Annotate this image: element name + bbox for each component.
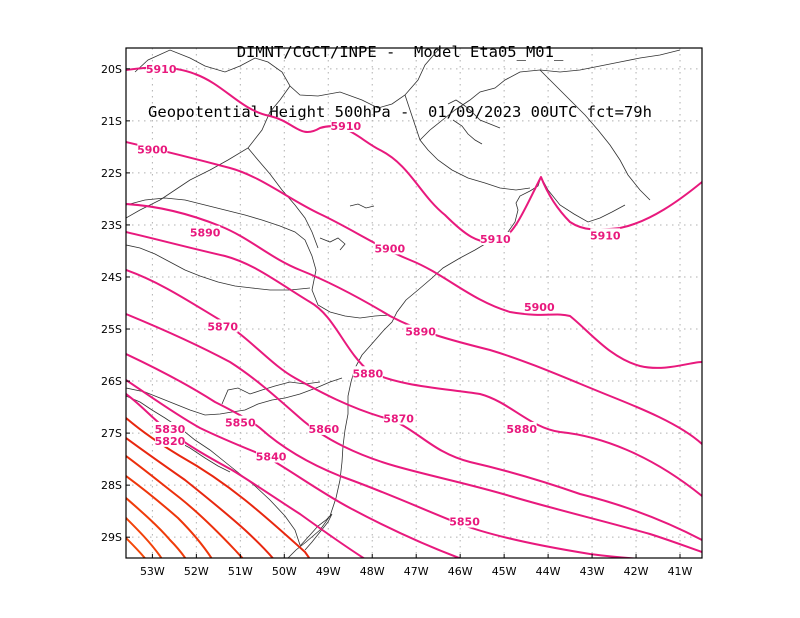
contour-labels: 5910 5910 5910 5910 5900 5900 5900 5890 5890 5880… <box>137 61 621 529</box>
contour-label-bg <box>480 231 511 245</box>
contour-label-bg <box>146 61 177 75</box>
contour-label-5850b: 5850 <box>449 516 480 529</box>
contour-label-bg <box>154 421 185 435</box>
contour-label-5910d: 5910 <box>590 229 621 242</box>
contour-5830 <box>126 393 366 558</box>
contour-label-bg <box>405 324 436 338</box>
lon-label: 51W <box>228 565 253 578</box>
lon-label: 53W <box>140 565 165 578</box>
lon-label: 50W <box>272 565 297 578</box>
lat-label: 20S <box>101 63 122 76</box>
contour-label-5910a: 5910 <box>146 63 177 76</box>
contour-label-5880b: 5880 <box>506 423 537 436</box>
contour-label-5850a: 5850 <box>225 417 256 430</box>
contour-5790 <box>126 475 213 558</box>
contour-lines <box>126 66 702 558</box>
contour-label-5870a: 5870 <box>207 320 238 333</box>
grid-lines <box>126 48 702 558</box>
lon-label: 52W <box>184 565 209 578</box>
contour-label-bg <box>506 421 537 435</box>
title-line-2: Geopotential Height 500hPa - 01/09/2023 … <box>148 103 652 121</box>
contour-label-5820: 5820 <box>155 435 186 448</box>
coastline-borders <box>126 49 681 558</box>
contour-label-bg <box>352 366 383 380</box>
lon-label: 42W <box>624 565 649 578</box>
contour-label-5910b: 5910 <box>331 120 362 133</box>
lon-label: 47W <box>404 565 429 578</box>
contour-label-5900a: 5900 <box>375 242 406 255</box>
contour-label-bg <box>330 119 361 133</box>
contour-label-5880a: 5880 <box>353 367 384 380</box>
contour-label-bg <box>374 241 405 255</box>
contour-label-bg <box>207 319 238 333</box>
lat-label: 29S <box>101 531 122 544</box>
contour-5760 <box>126 537 147 558</box>
contour-label-bg <box>225 415 256 429</box>
lat-label: 27S <box>101 427 122 440</box>
contour-label-5890a: 5890 <box>190 227 221 240</box>
contour-label-5910c: 5910 <box>480 233 511 246</box>
lon-label: 49W <box>316 565 341 578</box>
lat-label: 21S <box>101 115 122 128</box>
contour-5770 <box>126 517 163 558</box>
contour-label-bg <box>154 433 185 447</box>
contour-label-bg <box>449 514 480 528</box>
latitude-axis: 20S 21S 22S 23S 24S 25S 26S 27S 28S 29S <box>101 63 130 544</box>
contour-label-bg <box>256 449 287 463</box>
contour-5870 <box>126 269 702 541</box>
contour-label-5870b: 5870 <box>383 413 414 426</box>
contour-label-bg <box>308 421 339 435</box>
contour-label-5900b: 5900 <box>524 301 555 314</box>
lat-label: 23S <box>101 219 122 232</box>
lat-label: 24S <box>101 271 122 284</box>
contour-5800 <box>126 455 244 558</box>
contour-label-5890b: 5890 <box>405 326 436 339</box>
contour-label-5840: 5840 <box>256 451 287 464</box>
contour-label-bg <box>590 228 621 242</box>
contour-5910 <box>126 66 702 244</box>
contour-label-bg <box>190 225 221 239</box>
contour-label-5900e: 5900 <box>137 143 168 156</box>
contour-label-bg <box>383 411 414 425</box>
lon-label: 44W <box>536 565 561 578</box>
contour-label-bg <box>524 300 555 314</box>
lat-label: 28S <box>101 479 122 492</box>
contour-label-5860: 5860 <box>309 423 340 436</box>
lon-label: 48W <box>360 565 385 578</box>
lat-label: 22S <box>101 167 122 180</box>
lon-label: 43W <box>580 565 605 578</box>
contour-5860 <box>126 313 702 553</box>
contour-5850 <box>126 353 642 558</box>
lon-label: 41W <box>668 565 693 578</box>
contour-label-5830: 5830 <box>155 423 186 436</box>
lat-label: 26S <box>101 375 122 388</box>
contour-5820 <box>126 417 311 558</box>
contour-5900 <box>126 141 702 369</box>
contour-5880 <box>126 231 702 497</box>
contour-5840 <box>126 379 463 558</box>
contour-label-bg <box>137 142 168 156</box>
lat-label: 25S <box>101 323 122 336</box>
lon-label: 46W <box>448 565 473 578</box>
longitude-axis: 53W 52W 51W 50W 49W 48W 47W 46W 45W 44W 43W 42W 41W <box>140 554 693 578</box>
contour-5810 <box>126 437 274 558</box>
lon-label: 45W <box>492 565 517 578</box>
plot-frame <box>125 47 703 559</box>
contour-5780 <box>126 497 187 558</box>
